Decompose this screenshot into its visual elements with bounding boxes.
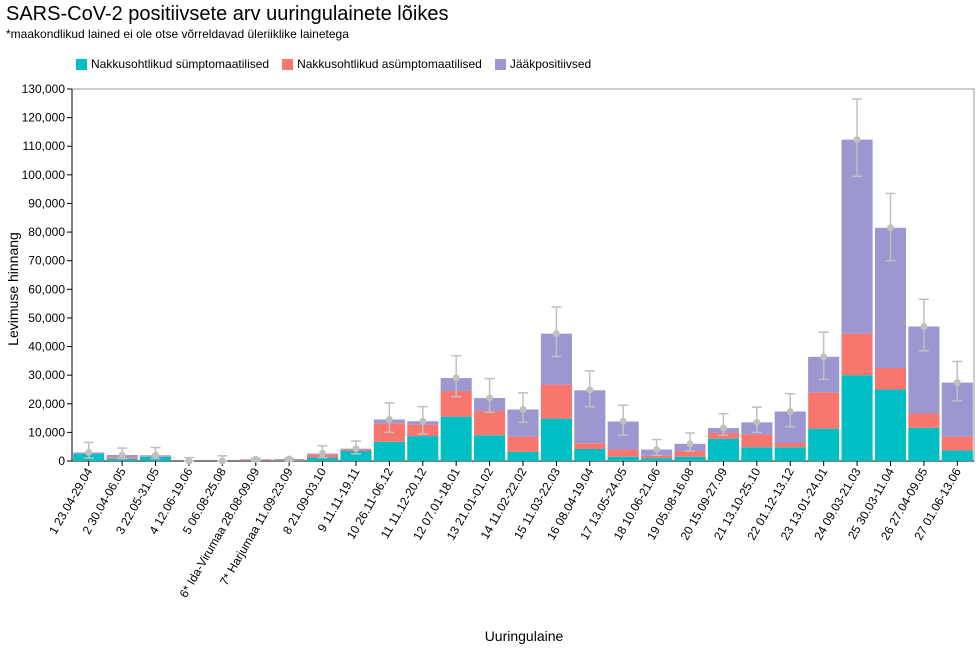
y-tick-label: 0 [58, 454, 65, 468]
bar-segment [941, 436, 973, 451]
error-bar-point [252, 455, 260, 463]
error-bar-point [586, 386, 594, 394]
bar-segment [874, 389, 907, 461]
y-tick-label: 110,000 [23, 139, 66, 153]
bar-segment [808, 392, 840, 429]
bar-segment [540, 384, 572, 419]
legend-swatch-residual [494, 58, 506, 70]
error-bar-point [218, 457, 226, 465]
y-tick-label: 20,000 [28, 397, 65, 411]
error-bar-point [118, 451, 126, 459]
bar-segment [707, 438, 739, 461]
error-bar-point [452, 374, 460, 382]
bar-segment [540, 418, 572, 461]
error-bar-point [619, 418, 627, 426]
y-tick-label: 30,000 [28, 368, 65, 382]
bar-segment [407, 436, 439, 461]
bar-segment [808, 428, 840, 461]
error-bar-point [753, 418, 761, 426]
y-tick-label: 90,000 [28, 196, 65, 210]
error-bar-point [719, 424, 727, 432]
bar-segment [841, 333, 873, 376]
error-bar-point [853, 136, 861, 144]
bar-segment [908, 413, 940, 428]
bar-segment [474, 410, 506, 436]
error-bar-point [920, 323, 928, 331]
bar-segment [674, 456, 706, 461]
legend-item-residual[interactable]: Jääkpositiivsed [494, 57, 592, 71]
y-tick-label: 10,000 [28, 425, 65, 439]
error-bar-point [519, 405, 527, 413]
error-bar-point [953, 379, 961, 387]
bar-segment [507, 451, 539, 461]
bar-segment [373, 441, 405, 461]
y-tick-label: 70,000 [28, 254, 65, 268]
y-tick-label: 80,000 [28, 225, 65, 239]
y-tick-label: 60,000 [28, 282, 65, 296]
bar-segment [307, 457, 339, 461]
legend-item-asymptomatic[interactable]: Nakkusohtlikud asümptomaatilised [282, 57, 482, 71]
x-axis-title: Uuringulaine [485, 628, 564, 644]
error-bar-point [552, 330, 560, 338]
error-bar-point [85, 448, 93, 456]
y-tick-label: 120,000 [22, 111, 66, 125]
error-bar-point [152, 451, 160, 459]
bar-segment [908, 427, 940, 461]
bar-segment [607, 456, 639, 461]
y-axis-title: Levimuse hinnang [5, 232, 21, 346]
error-bar-point [686, 440, 694, 448]
bar-segment [106, 458, 138, 461]
bar-segment [941, 450, 973, 461]
chart-title: SARS-CoV-2 positiivsete arv uuringulaine… [6, 3, 449, 25]
bar-segment [474, 435, 506, 461]
y-tick-label: 130,000 [22, 82, 66, 96]
legend-label-asymptomatic: Nakkusohtlikud asümptomaatilised [297, 57, 482, 71]
bar-segment [440, 416, 472, 461]
error-bar-point [385, 416, 393, 424]
bar-segment [741, 447, 773, 461]
legend-label-residual: Jääkpositiivsed [509, 57, 592, 71]
error-bar-point [319, 449, 327, 457]
bar-segment [741, 434, 773, 448]
legend-swatch-symptomatic [76, 58, 87, 70]
bar-segment [841, 375, 873, 461]
legend-item-symptomatic[interactable]: Nakkusohtlikud sümptomaatilised [76, 57, 269, 71]
bar-segment [507, 436, 539, 452]
bar-segment [641, 458, 673, 461]
error-bar-point [653, 446, 661, 454]
bar-segment [607, 449, 639, 457]
legend-swatch-asymptomatic [282, 58, 294, 70]
y-tick-label: 50,000 [28, 311, 65, 325]
bar-segment [674, 450, 706, 457]
error-bar-point [786, 407, 794, 415]
plot-area: 0 10,000 20,000 30,000 40,000 50,000 60,000 70,… [22, 82, 975, 600]
bar-segment [774, 447, 806, 461]
error-bar-point [352, 445, 360, 453]
bar-segment [774, 442, 806, 448]
error-bar-point [486, 394, 494, 402]
error-bar-point [419, 417, 427, 425]
y-tick-label: 40,000 [28, 340, 65, 354]
error-bar-point [886, 224, 894, 232]
bar-segment [574, 448, 606, 461]
legend-label-symptomatic: Nakkusohtlikud sümptomaatilised [91, 57, 270, 71]
chart-legend: Nakkusohtlikud sümptomaatilised Nakkusoh… [76, 57, 604, 71]
bar-segment [641, 455, 673, 459]
y-tick-label: 100,000 [22, 168, 66, 182]
error-bar-point [820, 353, 828, 361]
chart-subtitle: *maakondlikud lained ei ole otse võrreld… [6, 27, 349, 41]
error-bar-point [185, 457, 193, 465]
bar-segment [340, 450, 372, 461]
bar-segment [874, 368, 907, 390]
error-bar-point [285, 455, 293, 463]
bar-segment [574, 443, 606, 449]
